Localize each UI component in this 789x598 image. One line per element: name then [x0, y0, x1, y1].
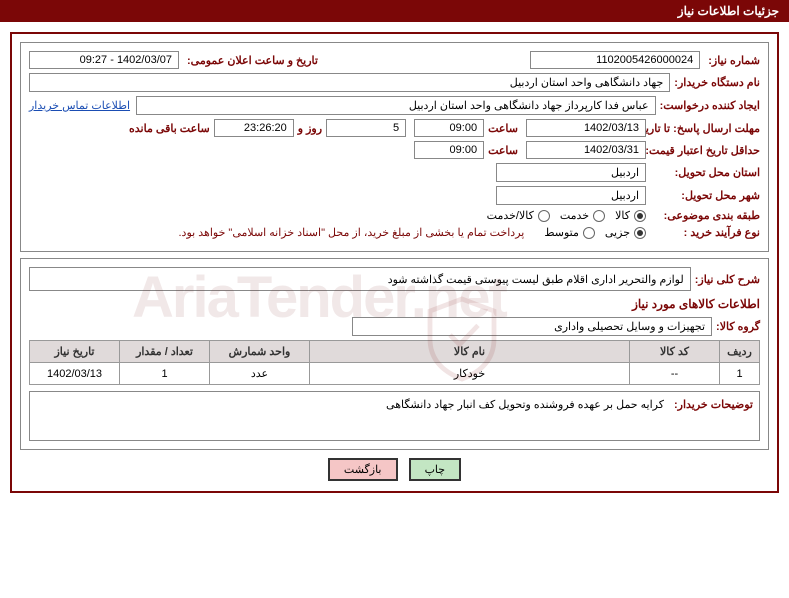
purchase-type-label: نوع فرآیند خرید : — [650, 226, 760, 239]
back-button[interactable]: بازگشت — [328, 458, 398, 481]
radio-goods-service[interactable]: کالا/خدمت — [487, 209, 550, 222]
row-category: طبقه بندی موضوعی: کالا خدمت کالا/خدمت — [29, 209, 760, 222]
time-remaining-field: 23:26:20 — [214, 119, 294, 137]
category-radio-group: کالا خدمت کالا/خدمت — [487, 209, 646, 222]
row-goods-group: گروه کالا: تجهیزات و وسایل تحصیلی واداری — [29, 317, 760, 336]
th-unit: واحد شمارش — [210, 341, 310, 363]
purchase-type-radio-group: جزیی متوسط — [544, 226, 646, 239]
radio-medium[interactable]: متوسط — [544, 226, 595, 239]
announce-date-label: تاریخ و ساعت اعلان عمومی: — [187, 54, 318, 67]
days-and-label: روز و — [298, 122, 322, 135]
radio-icon — [593, 210, 605, 222]
remaining-label: ساعت باقی مانده — [129, 122, 210, 135]
radio-goods-service-label: کالا/خدمت — [487, 209, 534, 222]
validity-time-field: 09:00 — [414, 141, 484, 159]
radio-icon — [583, 227, 595, 239]
row-city: شهر محل تحویل: اردبیل — [29, 186, 760, 205]
td-name: خودکار — [310, 363, 630, 385]
deadline-time-label: ساعت — [488, 122, 518, 135]
payment-note: پرداخت تمام یا بخشی از مبلغ خرید، از محل… — [179, 226, 525, 239]
city-field: اردبیل — [496, 186, 646, 205]
description-section: شرح کلی نیاز: لوازم والتحریر اداری اقلام… — [20, 258, 769, 450]
need-number-label: شماره نیاز: — [708, 54, 760, 67]
goods-group-label: گروه کالا: — [716, 320, 760, 333]
buyer-note-box: توضیحات خریدار: کرایه حمل بر عهده فروشند… — [29, 391, 760, 441]
radio-small-label: جزیی — [605, 226, 630, 239]
validity-time-label: ساعت — [488, 144, 518, 157]
td-code: -- — [630, 363, 720, 385]
radio-icon — [634, 210, 646, 222]
row-purchase-type: نوع فرآیند خرید : جزیی متوسط پرداخت تمام… — [29, 226, 760, 239]
category-label: طبقه بندی موضوعی: — [650, 209, 760, 222]
main-container: AriaTender.net شماره نیاز: 1102005426000… — [10, 32, 779, 493]
general-desc-field: لوازم والتحریر اداری اقلام طبق لیست پیوس… — [29, 267, 691, 291]
buyer-note-text: کرایه حمل بر عهده فروشنده وتحویل کف انبا… — [36, 398, 664, 411]
requester-label: ایجاد کننده درخواست: — [660, 99, 760, 112]
buyer-note-label: توضیحات خریدار: — [674, 398, 753, 411]
deadline-time-field: 09:00 — [414, 119, 484, 137]
th-code: کد کالا — [630, 341, 720, 363]
province-field: اردبیل — [496, 163, 646, 182]
days-remaining-field: 5 — [326, 119, 406, 137]
td-qty: 1 — [120, 363, 210, 385]
radio-icon — [634, 227, 646, 239]
table-row: 1 -- خودکار عدد 1 1402/03/13 — [30, 363, 760, 385]
td-unit: عدد — [210, 363, 310, 385]
td-date: 1402/03/13 — [30, 363, 120, 385]
city-label: شهر محل تحویل: — [650, 189, 760, 202]
row-buyer-org: نام دستگاه خریدار: جهاد دانشگاهی واحد اس… — [29, 73, 760, 92]
row-deadline: مهلت ارسال پاسخ: تا تاریخ: 1402/03/13 سا… — [29, 119, 760, 137]
validity-date-field: 1402/03/31 — [526, 141, 646, 159]
radio-small[interactable]: جزیی — [605, 226, 646, 239]
need-number-field: 1102005426000024 — [530, 51, 700, 69]
goods-group-field: تجهیزات و وسایل تحصیلی واداری — [352, 317, 712, 336]
radio-service[interactable]: خدمت — [560, 209, 605, 222]
row-need-number: شماره نیاز: 1102005426000024 تاریخ و ساع… — [29, 51, 760, 69]
th-name: نام کالا — [310, 341, 630, 363]
buyer-org-label: نام دستگاه خریدار: — [674, 76, 760, 89]
radio-goods-label: کالا — [615, 209, 630, 222]
td-row: 1 — [720, 363, 760, 385]
general-desc-label: شرح کلی نیاز: — [695, 273, 760, 286]
deadline-label: مهلت ارسال پاسخ: تا تاریخ: — [650, 122, 760, 135]
province-label: استان محل تحویل: — [650, 166, 760, 179]
page-header: جزئیات اطلاعات نیاز — [0, 0, 789, 22]
buyer-org-field: جهاد دانشگاهی واحد استان اردبیل — [29, 73, 670, 92]
radio-service-label: خدمت — [560, 209, 589, 222]
page-title: جزئیات اطلاعات نیاز — [678, 4, 779, 18]
validity-label: حداقل تاریخ اعتبار قیمت: تا تاریخ: — [650, 144, 760, 157]
goods-table: ردیف کد کالا نام کالا واحد شمارش تعداد /… — [29, 340, 760, 385]
button-row: چاپ بازگشت — [20, 458, 769, 481]
th-row: ردیف — [720, 341, 760, 363]
radio-goods[interactable]: کالا — [615, 209, 646, 222]
row-province: استان محل تحویل: اردبیل — [29, 163, 760, 182]
table-header-row: ردیف کد کالا نام کالا واحد شمارش تعداد /… — [30, 341, 760, 363]
announce-date-field: 1402/03/07 - 09:27 — [29, 51, 179, 69]
radio-medium-label: متوسط — [544, 226, 579, 239]
requester-field: عباس فدا کارپرداز جهاد دانشگاهی واحد است… — [136, 96, 656, 115]
radio-icon — [538, 210, 550, 222]
th-date: تاریخ نیاز — [30, 341, 120, 363]
row-validity: حداقل تاریخ اعتبار قیمت: تا تاریخ: 1402/… — [29, 141, 760, 159]
row-general-desc: شرح کلی نیاز: لوازم والتحریر اداری اقلام… — [29, 267, 760, 291]
goods-info-title: اطلاعات کالاهای مورد نیاز — [29, 297, 760, 311]
print-button[interactable]: چاپ — [409, 458, 462, 481]
deadline-date-field: 1402/03/13 — [526, 119, 646, 137]
buyer-contact-link[interactable]: اطلاعات تماس خریدار — [29, 99, 130, 112]
form-section: شماره نیاز: 1102005426000024 تاریخ و ساع… — [20, 42, 769, 252]
th-qty: تعداد / مقدار — [120, 341, 210, 363]
row-requester: ایجاد کننده درخواست: عباس فدا کارپرداز ج… — [29, 96, 760, 115]
